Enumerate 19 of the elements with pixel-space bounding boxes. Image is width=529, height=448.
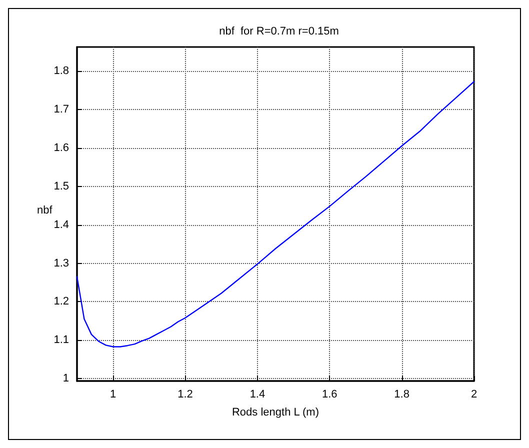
y-tick-label: 1.3 — [54, 257, 69, 270]
y-tick-label: 1.4 — [54, 218, 69, 231]
x-tick-label: 1.8 — [394, 388, 410, 400]
y-tick-label: 1.7 — [54, 103, 69, 116]
x-tick-label: 1.4 — [250, 388, 266, 400]
x-tick-label: 1.6 — [322, 388, 338, 400]
line-series — [76, 81, 475, 348]
x-tick-label: 1.2 — [178, 388, 193, 400]
chart-title: nbf for R=0.7m r=0.15m — [219, 26, 339, 38]
x-axis-title: Rods length L (m) — [232, 406, 320, 418]
y-tick-label: 1.6 — [54, 142, 69, 154]
x-tick-label: 2 — [470, 388, 478, 400]
y-tick-label: 1 — [62, 372, 69, 385]
y-tick-label: 1.5 — [54, 180, 69, 192]
y-tick-label: 1.1 — [54, 334, 69, 346]
x-tick-label: 1 — [110, 388, 116, 400]
y-tick-label: 1.8 — [54, 64, 69, 77]
y-axis-title: nbf — [37, 204, 54, 216]
y-tick-label: 1.2 — [54, 296, 69, 308]
